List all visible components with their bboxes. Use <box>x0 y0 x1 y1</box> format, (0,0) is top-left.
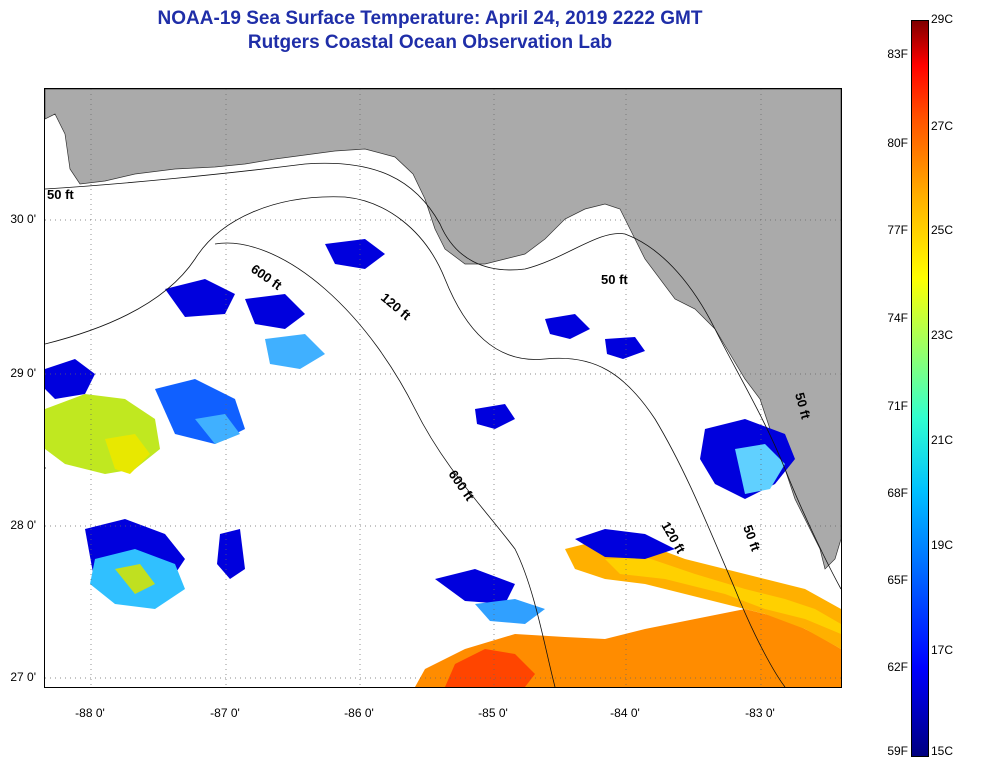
latitude-label: 29 0' <box>10 366 36 380</box>
sst-map-panel: 50 ft 600 ft 120 ft 50 ft 600 ft 120 ft … <box>44 88 842 688</box>
celsius-tick: 21C <box>931 433 954 447</box>
latitude-label: 28 0' <box>10 518 36 532</box>
land-mass <box>45 89 841 570</box>
celsius-tick: 27C <box>931 119 954 133</box>
contour-label: 600 ft <box>248 261 285 293</box>
celsius-tick: 25C <box>931 223 954 237</box>
contour-label: 50 ft <box>47 187 74 202</box>
latitude-label: 27 0' <box>10 670 36 684</box>
fahrenheit-tick: 68F <box>887 486 908 500</box>
longitude-label: -86 0' <box>344 706 374 720</box>
longitude-label: -87 0' <box>210 706 240 720</box>
contour-label: 120 ft <box>378 290 414 324</box>
longitude-label: -88 0' <box>75 706 105 720</box>
fahrenheit-tick: 62F <box>887 660 908 674</box>
longitude-label: -83 0' <box>745 706 775 720</box>
celsius-tick: 23C <box>931 328 954 342</box>
fahrenheit-tick: 83F <box>887 47 908 61</box>
fahrenheit-tick: 77F <box>887 223 908 237</box>
latitude-label: 30 0' <box>10 212 36 226</box>
celsius-tick: 29C <box>931 12 954 26</box>
fahrenheit-tick: 74F <box>887 311 908 325</box>
fahrenheit-tick: 59F <box>887 744 908 758</box>
fahrenheit-tick: 80F <box>887 136 908 150</box>
depth-contours <box>45 162 841 687</box>
fahrenheit-tick: 71F <box>887 399 908 413</box>
celsius-tick: 19C <box>931 538 954 552</box>
celsius-tick: 15C <box>931 744 954 758</box>
temperature-colorbar <box>911 20 929 757</box>
sst-map-canvas: 50 ft 600 ft 120 ft 50 ft 600 ft 120 ft … <box>45 89 841 687</box>
contour-label: 50 ft <box>601 272 628 287</box>
map-subtitle: Rutgers Coastal Ocean Observation Lab <box>247 32 613 53</box>
longitude-label: -85 0' <box>478 706 508 720</box>
contour-label: 50 ft <box>740 523 763 554</box>
sst-patches <box>45 239 841 687</box>
celsius-tick: 17C <box>931 643 954 657</box>
longitude-label: -84 0' <box>610 706 640 720</box>
contour-label: 600 ft <box>446 467 478 504</box>
fahrenheit-tick: 65F <box>887 573 908 587</box>
contour-label: 50 ft <box>792 391 814 421</box>
map-title: NOAA-19 Sea Surface Temperature: April 2… <box>157 8 703 29</box>
